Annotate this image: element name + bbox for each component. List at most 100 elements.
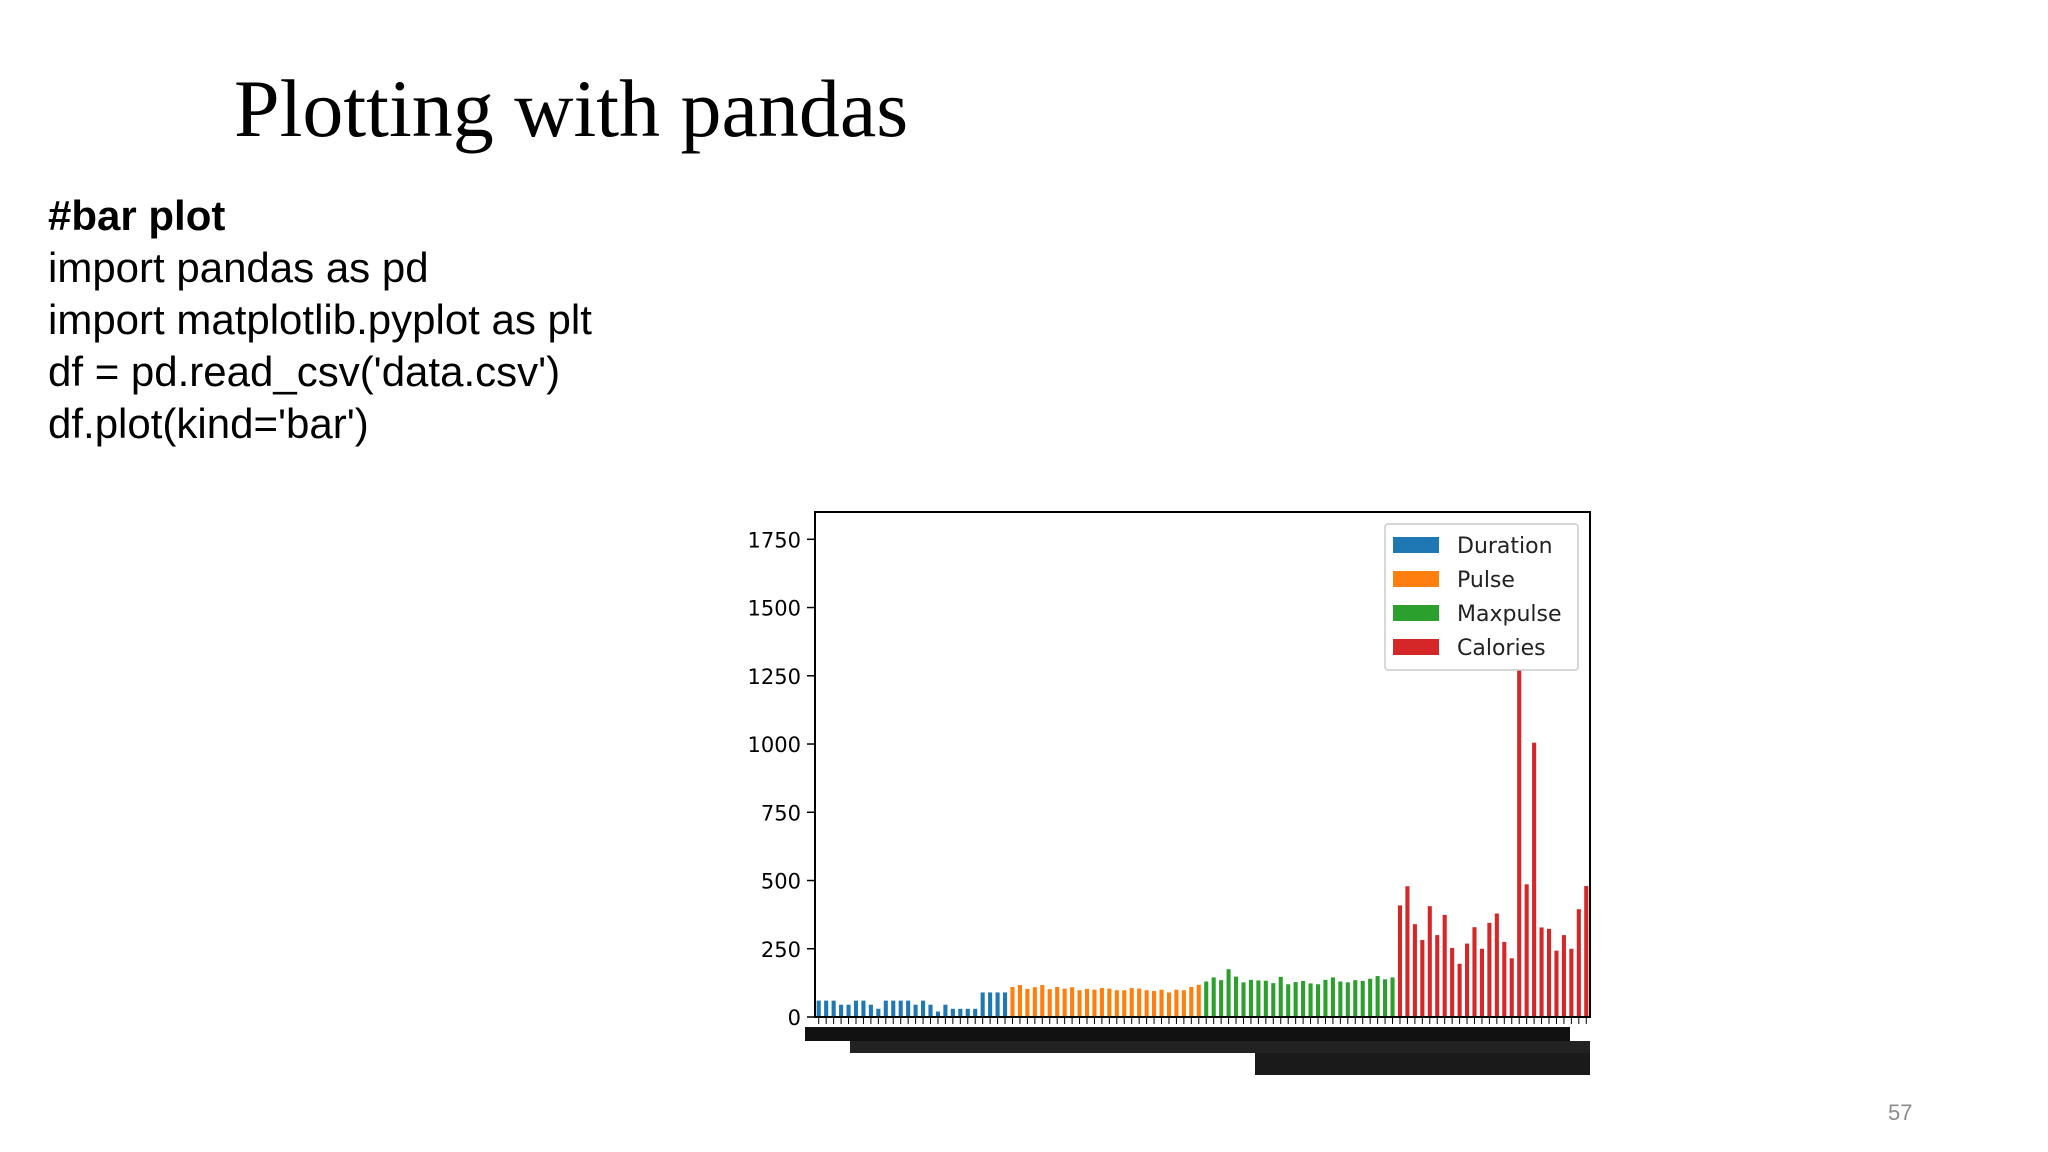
slide-title: Plotting with pandas [234, 63, 909, 154]
chart-bar [943, 1004, 948, 1017]
chart-bar [1472, 927, 1477, 1017]
chart-bar [876, 1008, 881, 1017]
chart-bar [1099, 988, 1104, 1017]
chart-bar [1353, 980, 1358, 1017]
plot-frame [814, 511, 1591, 1018]
chart-bar [1323, 979, 1328, 1017]
chart-bar [1137, 988, 1142, 1017]
chart-bar [1152, 991, 1157, 1017]
x-tick-labels [805, 1027, 1570, 1041]
chart-bar [1368, 978, 1373, 1017]
code-line: df = pd.read_csv('data.csv') [48, 348, 561, 395]
chart-bar [1539, 927, 1544, 1017]
chart-bar [839, 1004, 844, 1017]
chart-bar [980, 992, 985, 1017]
chart-bar [1233, 976, 1239, 1017]
code-line: import matplotlib.pyplot as plt [48, 296, 592, 343]
chart-bar [1226, 969, 1231, 1017]
chart-bar [1040, 985, 1045, 1017]
chart-bar [928, 1004, 933, 1017]
bar-chart: 0 250 500 750 1000 1250 1500 1750 Duration Pulse M… [748, 511, 1591, 1075]
chart-bar [883, 1000, 888, 1017]
chart-bar [1002, 992, 1008, 1017]
chart-bar [1077, 990, 1082, 1017]
chart-bar [1010, 986, 1015, 1017]
chart-bar [973, 1008, 978, 1017]
chart-bar [1166, 992, 1172, 1017]
chart-bar [1345, 982, 1350, 1017]
chart-bar [965, 1008, 970, 1017]
chart-bar [1204, 981, 1209, 1017]
chart-bar [1129, 988, 1134, 1017]
chart-bar [1174, 989, 1179, 1017]
chart-bar [1122, 990, 1127, 1017]
chart-bar [913, 1004, 918, 1017]
chart-bar [1315, 984, 1321, 1017]
y-tick-label: 1500 [748, 597, 801, 621]
chart-bar [846, 1004, 851, 1017]
chart-bar [1569, 948, 1574, 1017]
code-line: df.plot(kind='bar') [48, 400, 369, 447]
chart-bar [1502, 941, 1507, 1017]
chart-bar [1025, 988, 1030, 1017]
y-tick-label: 0 [788, 1006, 801, 1030]
legend-swatch [1393, 571, 1439, 587]
chart-bar [1263, 980, 1268, 1017]
chart-bar [1286, 984, 1291, 1017]
chart-bar [1032, 987, 1037, 1017]
chart-bar [816, 1000, 821, 1017]
chart-bar [1055, 986, 1060, 1017]
chart-bar [1256, 980, 1261, 1017]
legend-label: Maxpulse [1457, 602, 1562, 627]
chart-bar [1017, 985, 1022, 1017]
chart-bar [1144, 990, 1149, 1017]
chart-bar [1330, 977, 1335, 1017]
y-tick-label: 500 [761, 870, 801, 894]
x-tick-labels [850, 1041, 1590, 1053]
chart-bar [1189, 986, 1194, 1017]
y-tick-label: 1000 [748, 733, 801, 757]
page-number: 57 [1888, 1100, 1913, 1125]
chart-bar [1479, 948, 1484, 1017]
chart-bar [1561, 935, 1566, 1017]
chart-bar [1278, 976, 1283, 1017]
legend-label: Calories [1457, 636, 1546, 661]
chart-bar [853, 1000, 859, 1017]
chart-bar [1211, 977, 1216, 1017]
chart-bar [921, 1000, 926, 1017]
chart-bar [1532, 742, 1537, 1017]
y-tick-label: 250 [761, 938, 801, 962]
chart-bar [898, 1000, 903, 1017]
chart-bar [1509, 958, 1514, 1017]
y-tick-label: 750 [761, 801, 801, 825]
chart-bar [1107, 988, 1112, 1017]
chart-bar [1554, 950, 1559, 1017]
chart-bar [1301, 980, 1306, 1017]
chart-bar [1464, 943, 1470, 1017]
chart-bar [868, 1004, 873, 1017]
chart-bar [995, 992, 1000, 1017]
chart-bar [1450, 947, 1455, 1017]
chart-bar [1435, 935, 1440, 1017]
chart-bar [1457, 963, 1462, 1017]
chart-bar [1248, 979, 1253, 1017]
code-comment: #bar plot [48, 192, 226, 239]
chart-bar [958, 1008, 963, 1017]
chart-bar [935, 1011, 941, 1017]
chart-bar [950, 1008, 955, 1017]
chart-bar [1405, 886, 1410, 1017]
chart-bar [1114, 990, 1119, 1017]
y-tick-label: 1250 [748, 665, 801, 689]
chart-bar [831, 1000, 836, 1017]
chart-bar [1420, 940, 1425, 1017]
chart-bar [861, 1000, 866, 1017]
chart-bar [1576, 909, 1581, 1017]
chart-bar [1293, 982, 1298, 1017]
legend-label: Duration [1457, 534, 1553, 559]
chart-bar [1338, 981, 1343, 1017]
legend-swatch [1393, 605, 1439, 621]
chart-bar [1308, 983, 1313, 1017]
chart-bar [1360, 980, 1365, 1017]
chart-bar [891, 1000, 896, 1017]
chart-bar [1159, 989, 1164, 1017]
